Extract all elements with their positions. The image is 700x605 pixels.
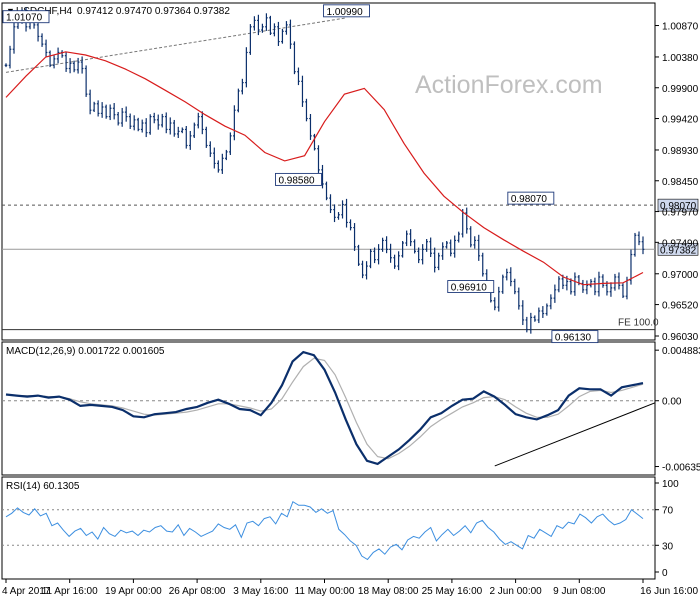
x-tick-label: 25 May 16:00: [422, 586, 483, 597]
y-tick-label: 0.97490: [662, 238, 699, 249]
y-tick-label: 0.99900: [662, 84, 699, 95]
y-tick-label: 0.96030: [662, 332, 699, 343]
price-label-1-01070: 1.01070: [6, 13, 43, 24]
reference-tag-label: 0.98070: [660, 201, 697, 212]
y-tick-label: 1.00380: [662, 53, 699, 64]
y-tick-label: 0.98930: [662, 146, 699, 157]
rsi-line: [5, 500, 644, 561]
last-price-tag: [657, 242, 699, 256]
price-label-0-98580: 0.98580: [278, 175, 315, 186]
macd-line: [5, 350, 644, 466]
price-label-box: [507, 191, 555, 205]
reference-tag: [657, 198, 699, 212]
y-tick-label: 0.99420: [662, 115, 699, 126]
x-tick-label: 16 Jun 16:00: [640, 586, 698, 597]
x-tick-label: 3 May 16:00: [233, 586, 288, 597]
x-tick-label: 11 Apr 16:00: [42, 586, 98, 597]
price-label-box: [323, 4, 370, 18]
y-tick-label: 0.00: [662, 397, 682, 408]
y-tick-label: 30: [662, 541, 674, 552]
x-tick-label: 2 Jun 00:00: [489, 586, 542, 597]
price-label-0-96130: 0.96130: [555, 333, 592, 344]
price-label-box: [447, 280, 495, 294]
x-tick-label: 19 Apr 00:00: [105, 586, 162, 597]
sma-line: [5, 51, 644, 286]
y-tick-label: 1.00870: [662, 22, 699, 33]
y-tick-label: 0.97000: [662, 270, 699, 281]
price-label-0-98070: 0.98070: [511, 194, 548, 205]
y-tick-label: 100: [662, 479, 679, 490]
fibonacci-extension-label: FE 100.0: [618, 318, 659, 329]
macd-label: MACD(12,26,9) 0.001722 0.001605: [6, 346, 165, 357]
watermark: ActionForex.com: [415, 71, 603, 99]
macd-trendline: [494, 402, 656, 467]
price-trendline: [5, 17, 347, 73]
rsi-label: RSI(14) 60.1305: [6, 481, 80, 492]
y-tick-label: -0.006354: [662, 463, 700, 474]
x-tick-label: 18 May 08:00: [358, 586, 419, 597]
macd-panel-frame: [1, 341, 656, 476]
price-panel-frame: [1, 2, 656, 341]
x-tick-label: 4 Apr 2017: [2, 586, 51, 597]
y-tick-label: 70: [662, 506, 674, 517]
x-tick-label: 26 Apr 08:00: [169, 586, 226, 597]
y-tick-label: 0.98450: [662, 177, 699, 188]
y-tick-label: 0.96520: [662, 301, 699, 312]
y-tick-label: 0: [662, 568, 668, 579]
x-tick-label: 11 May 00:00: [295, 586, 355, 597]
x-tick-label: 9 Jun 08:00: [553, 586, 606, 597]
price-label-1-00990: 1.00990: [327, 7, 364, 18]
y-tick-label: 0.97970: [662, 208, 699, 219]
ohlc-readout: 0.97412 0.97470 0.97364 0.97382: [77, 6, 230, 17]
price-label-box: [275, 172, 322, 186]
last-price-label: 0.97382: [660, 245, 697, 256]
y-tick-label: 0.004883: [662, 346, 700, 357]
price-label-box: [551, 330, 599, 344]
price-label-box: [2, 10, 50, 24]
price-label-0-96910: 0.96910: [451, 283, 488, 294]
